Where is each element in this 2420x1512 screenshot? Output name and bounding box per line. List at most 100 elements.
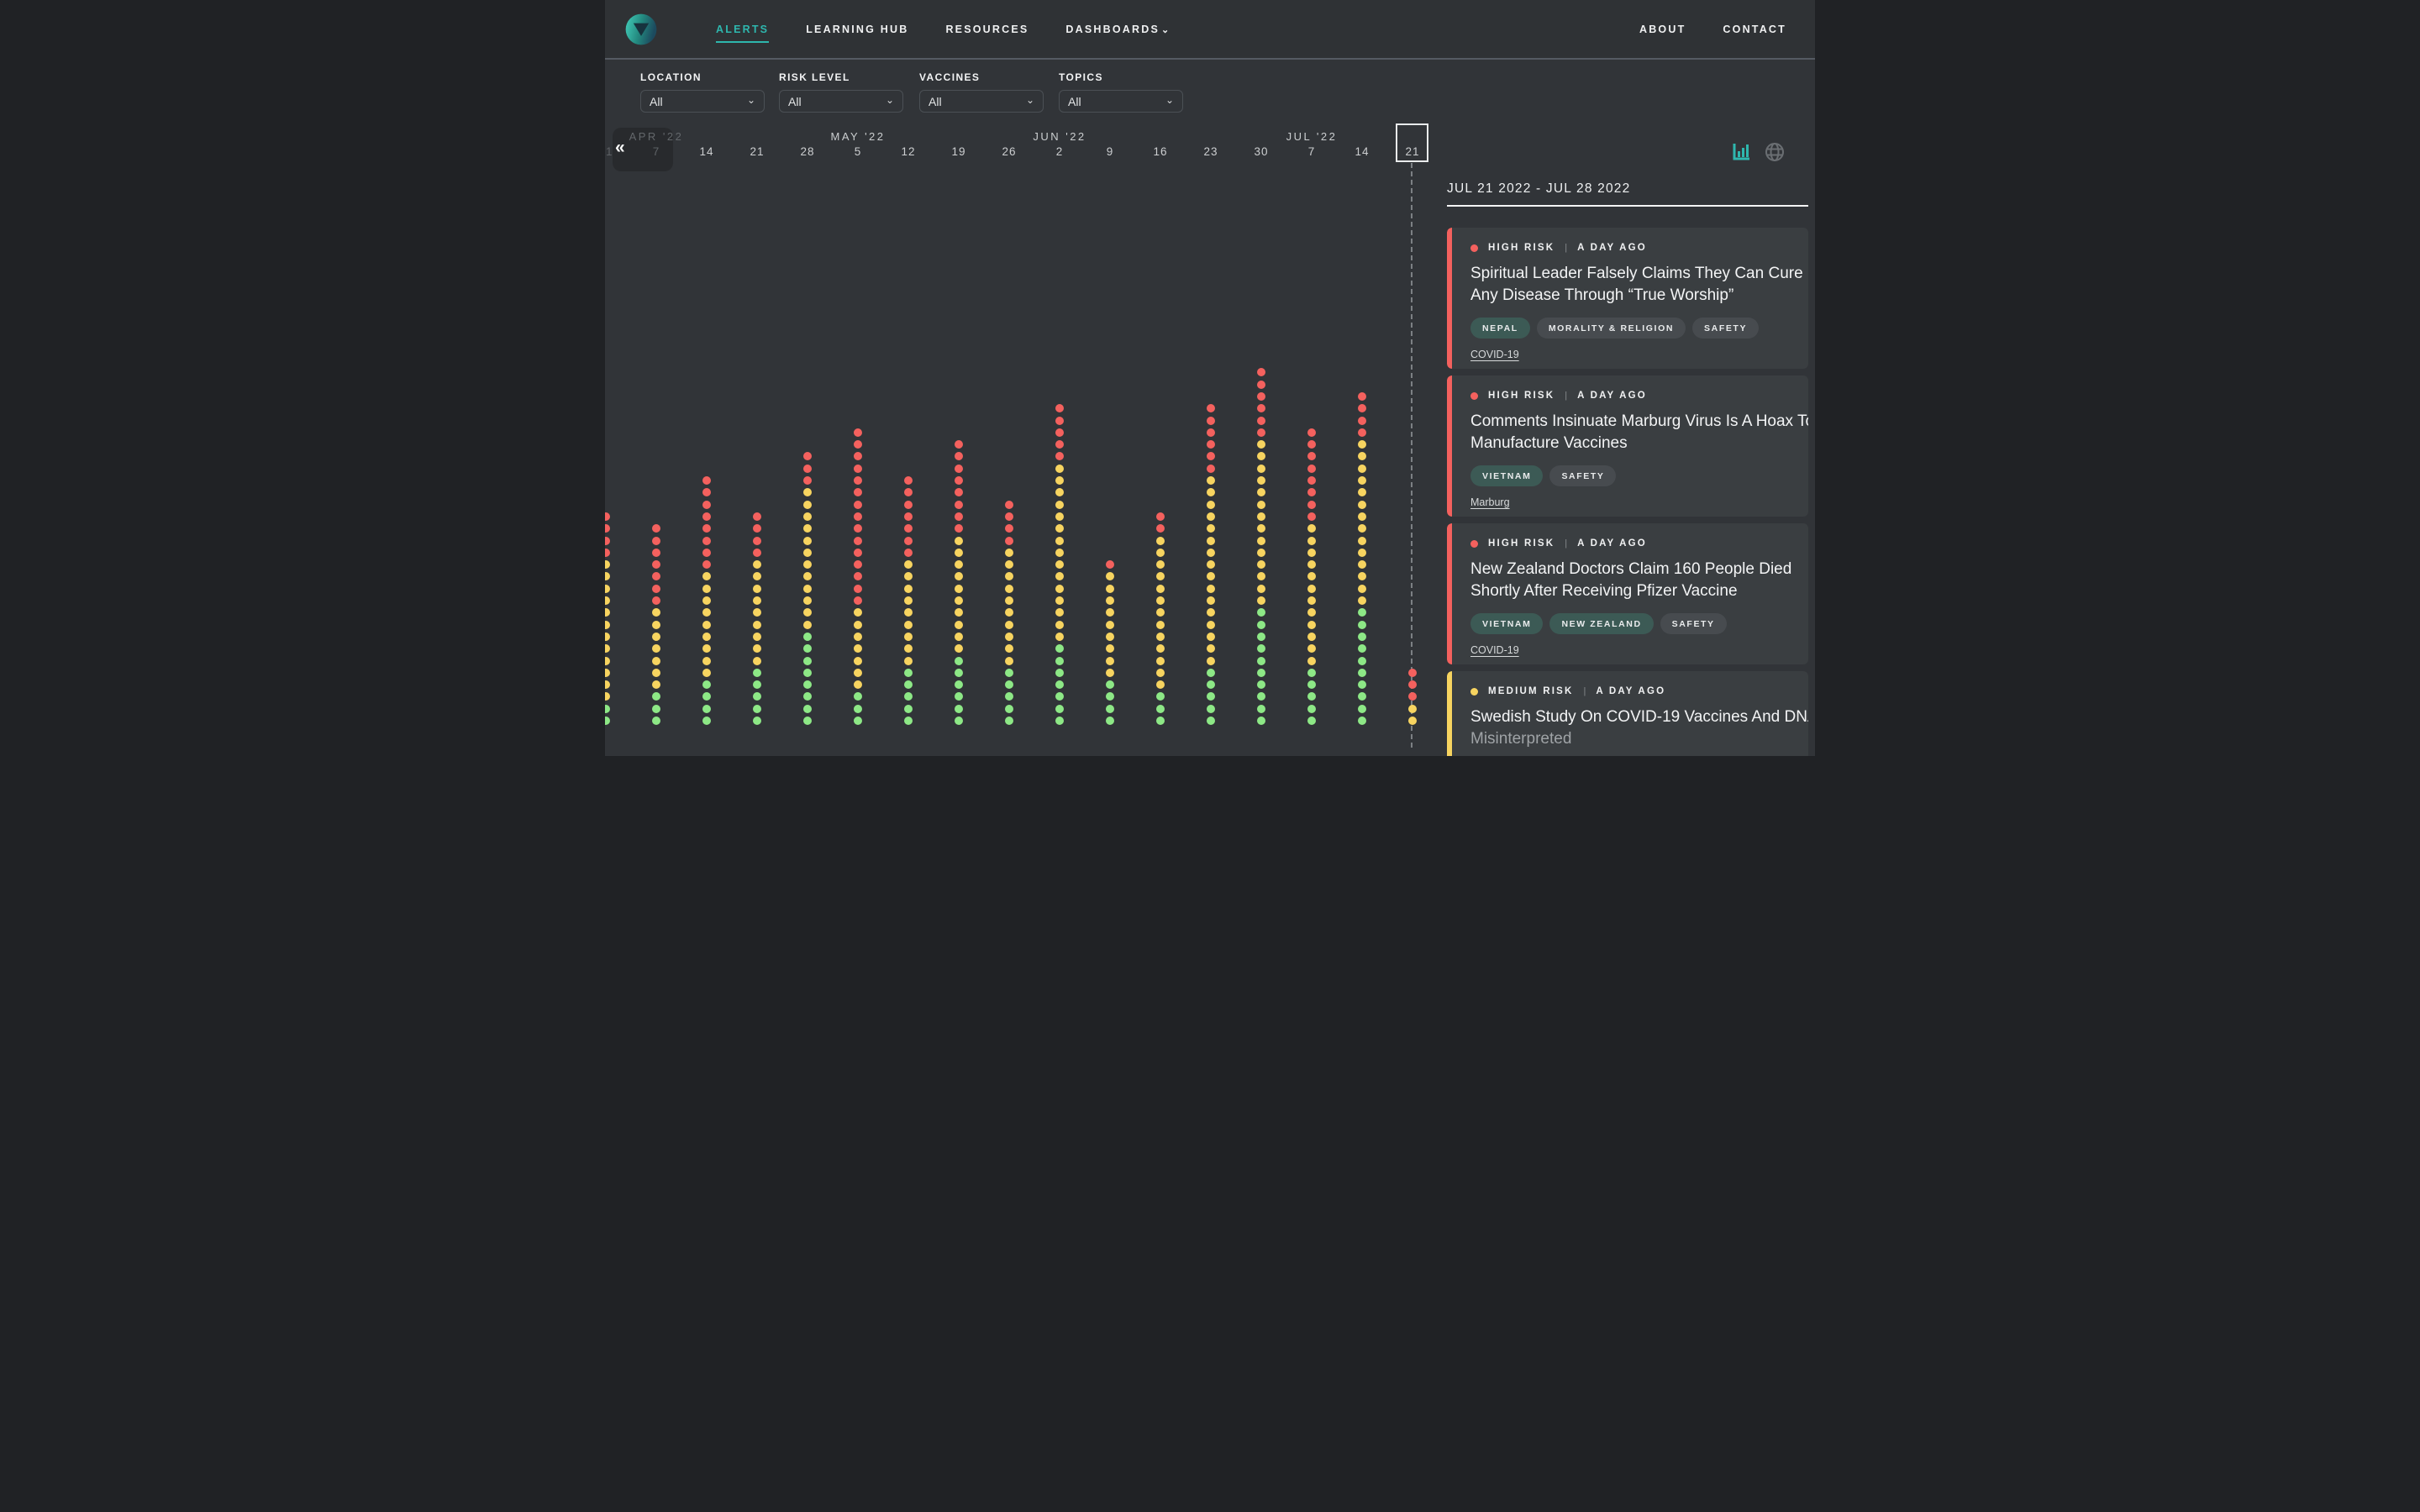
dot-column-apr-14[interactable] [702, 476, 711, 725]
timeline-prev-button[interactable]: « [615, 138, 625, 157]
dot-column-may-19[interactable] [955, 440, 963, 725]
medium-risk-dot [1106, 668, 1114, 677]
alert-card[interactable]: High Risk | A Day Ago Spiritual Leader Fals… [1447, 228, 1808, 369]
topics-select[interactable]: All ⌄ [1059, 90, 1183, 113]
alert-title-line: Manufacture Vaccines [1470, 434, 1628, 452]
medium-risk-dot [1106, 596, 1114, 606]
timeline-date-tick[interactable]: 9 [1106, 145, 1114, 158]
low-risk-dot [1005, 668, 1013, 677]
nav-alerts[interactable]: Alerts [716, 23, 770, 43]
location-tag[interactable]: Vietnam [1470, 613, 1544, 634]
medium-risk-dot [1207, 536, 1215, 545]
timeline-date-tick[interactable]: 30 [1254, 145, 1269, 158]
location-tag[interactable]: Nepal [1470, 318, 1530, 339]
medium-risk-dot [955, 608, 963, 617]
topic-tag[interactable]: Morality & Religion [1536, 318, 1686, 339]
timeline-date-tick[interactable]: 14 [1355, 145, 1370, 158]
timeline-date-tick[interactable]: 14 [699, 145, 714, 158]
location-tag[interactable]: Vietnam [1470, 465, 1544, 486]
disease-link[interactable]: Marburg [1470, 496, 1510, 508]
dot-column-jun-30[interactable] [1257, 368, 1265, 725]
globe-icon[interactable] [1765, 142, 1785, 162]
low-risk-dot [1358, 692, 1366, 701]
brand-logo-icon[interactable] [623, 12, 659, 47]
timeline-date-tick[interactable]: 23 [1203, 145, 1218, 158]
high-risk-dot [702, 536, 711, 545]
timeline-date-tick[interactable]: 5 [854, 145, 862, 158]
separator: | [1565, 391, 1568, 401]
dot-column-mar-31[interactable] [605, 512, 610, 725]
alert-card[interactable]: High Risk | A Day Ago New Zealand Doctors C… [1447, 523, 1808, 664]
topic-tag[interactable]: Safety [1692, 318, 1760, 339]
dot-column-jun-16[interactable] [1156, 512, 1165, 725]
nav-about[interactable]: About [1639, 23, 1686, 35]
medium-risk-dot [803, 620, 812, 629]
vaccines-select[interactable]: All ⌄ [919, 90, 1044, 113]
risk-row: Medium Risk | A Day Ago [1470, 686, 1790, 696]
filter-vaccines: Vaccines All ⌄ [919, 71, 1044, 113]
dot-column-apr-21[interactable] [753, 512, 761, 725]
medium-risk-dot [652, 656, 660, 665]
risk-level-select[interactable]: All ⌄ [779, 90, 903, 113]
alert-title-line: Shortly After Receiving Pfizer Vaccine [1470, 582, 1738, 600]
high-risk-dot [605, 512, 610, 521]
timeline-date-tick[interactable]: 12 [901, 145, 916, 158]
dot-column-jul-21[interactable] [1408, 668, 1417, 725]
dot-column-apr-28[interactable] [803, 452, 812, 725]
dot-column-jul-7[interactable] [1307, 428, 1316, 725]
high-risk-dot [753, 536, 761, 545]
dot-column-jul-14[interactable] [1358, 391, 1366, 725]
timeline-date-tick[interactable]: 2 [1055, 145, 1064, 158]
topic-tag[interactable]: Safety [1660, 613, 1727, 634]
dot-column-may-12[interactable] [904, 476, 913, 725]
dot-column-may-26[interactable] [1005, 500, 1013, 725]
dot-column-may-5[interactable] [854, 428, 862, 725]
medium-risk-dot [1307, 644, 1316, 654]
nav-learning-hub[interactable]: Learning Hub [806, 23, 909, 35]
location-tag[interactable]: New Zealand [1549, 613, 1654, 634]
timeline-date-tick[interactable]: 31 [605, 145, 613, 158]
high-risk-dot [854, 440, 862, 449]
timeline-date-tick[interactable]: 7 [652, 145, 660, 158]
dot-column-apr-7[interactable] [652, 524, 660, 725]
medium-risk-dot [652, 644, 660, 654]
timeline-date-tick[interactable]: 26 [1002, 145, 1017, 158]
medium-risk-dot [605, 584, 610, 593]
medium-risk-dot [1055, 476, 1064, 486]
nav-dashboards[interactable]: Dashboards ⌄ [1065, 23, 1170, 35]
medium-risk-dot [1055, 620, 1064, 629]
high-risk-dot [1408, 692, 1417, 701]
timeline-date-tick[interactable]: 19 [951, 145, 966, 158]
dot-column-jun-9[interactable] [1106, 560, 1114, 725]
high-risk-dot [1307, 500, 1316, 509]
high-risk-dot [955, 464, 963, 473]
low-risk-dot [803, 632, 812, 641]
timeline-date-tick[interactable]: 7 [1307, 145, 1316, 158]
medium-risk-dot [702, 668, 711, 677]
timeline-date-tick[interactable]: 28 [800, 145, 815, 158]
nav-resources[interactable]: Resources [945, 23, 1029, 35]
nav-contact[interactable]: Contact [1723, 23, 1786, 35]
medium-risk-dot [1055, 560, 1064, 570]
medium-risk-dot [1207, 548, 1215, 557]
disease-link[interactable]: COVID-19 [1470, 349, 1519, 360]
disease-link[interactable]: COVID-19 [1470, 644, 1519, 656]
location-select[interactable]: All ⌄ [640, 90, 765, 113]
medium-risk-dot [1207, 632, 1215, 641]
timeline-date-tick[interactable]: 21 [1405, 145, 1420, 158]
timeline-date-tick[interactable]: 16 [1153, 145, 1168, 158]
selected-week-box[interactable] [1396, 123, 1428, 162]
low-risk-dot [1358, 668, 1366, 677]
alert-title: Swedish Study On COVID-19 Vaccines And D… [1470, 706, 1808, 750]
dot-column-jun-2[interactable] [1055, 404, 1064, 725]
timeline-date-tick[interactable]: 21 [750, 145, 765, 158]
alert-card[interactable]: High Risk | A Day Ago Comments Insinuate Ma… [1447, 375, 1808, 517]
high-risk-dot [605, 524, 610, 533]
topic-tag[interactable]: Safety [1549, 465, 1617, 486]
high-risk-dot [1307, 512, 1316, 521]
alert-card[interactable]: Medium Risk | A Day Ago Swedish Study On CO… [1447, 671, 1808, 756]
dot-column-jun-23[interactable] [1207, 404, 1215, 725]
low-risk-dot [955, 668, 963, 677]
medium-risk-dot [1005, 560, 1013, 570]
bar-chart-icon[interactable] [1733, 143, 1751, 161]
